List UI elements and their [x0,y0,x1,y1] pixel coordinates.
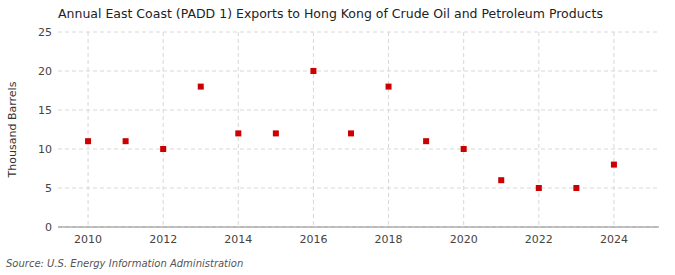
x-grid-line [463,32,464,227]
point [348,130,354,136]
x-grid-line [313,32,314,227]
y-tick-label: 15 [38,104,52,117]
x-grid-line [238,32,239,227]
x-grid-line [163,32,164,227]
y-tick-label: 5 [45,182,52,195]
point [573,185,579,191]
point [198,84,204,90]
chart-container: 0 5 10 15 20 25 2010 2012 2014 2016 2018 2020 2022 20… [0,0,675,275]
source-note: Source: U.S. Energy Information Administ… [6,258,243,269]
point [273,130,279,136]
y-grid-line [58,110,659,111]
grid [58,32,659,227]
y-tick-label: 10 [38,143,52,156]
axes: 0 5 10 15 20 25 2010 2012 2014 2016 2018 2020 2022 20… [38,26,659,246]
x-tick-label: 2010 [74,233,102,246]
point [85,138,91,144]
point [611,162,617,168]
x-tick-label: 2018 [375,233,403,246]
point [160,146,166,152]
x-tick-label: 2020 [450,233,478,246]
y-grid-line [58,32,659,33]
x-grid-line [538,32,539,227]
y-grid-line [58,188,659,189]
point [123,138,129,144]
point [461,146,467,152]
x-tick-label: 2016 [299,233,327,246]
point [235,130,241,136]
x-tick-label: 2024 [600,233,628,246]
x-axis-line [58,227,659,228]
y-grid-line [58,149,659,150]
x-grid-line [88,32,89,227]
point [498,177,504,183]
y-axis-label: Thousand Barrels [6,81,19,178]
x-tick-label: 2014 [224,233,252,246]
x-tick-label: 2012 [149,233,177,246]
x-grid-line [388,32,389,227]
point [310,68,316,74]
point [536,185,542,191]
y-tick-label: 20 [38,65,52,78]
y-grid-line [58,227,659,228]
y-tick-label: 25 [38,26,52,39]
x-tick-label: 2022 [525,233,553,246]
x-grid-line [613,32,614,227]
chart-svg: 0 5 10 15 20 25 2010 2012 2014 2016 2018 2020 2022 20… [0,0,675,275]
title: Annual East Coast (PADD 1) Exports to Ho… [58,6,603,21]
y-grid-line [58,71,659,72]
points [85,68,617,191]
point [386,84,392,90]
y-tick-label: 0 [45,221,52,234]
point [423,138,429,144]
